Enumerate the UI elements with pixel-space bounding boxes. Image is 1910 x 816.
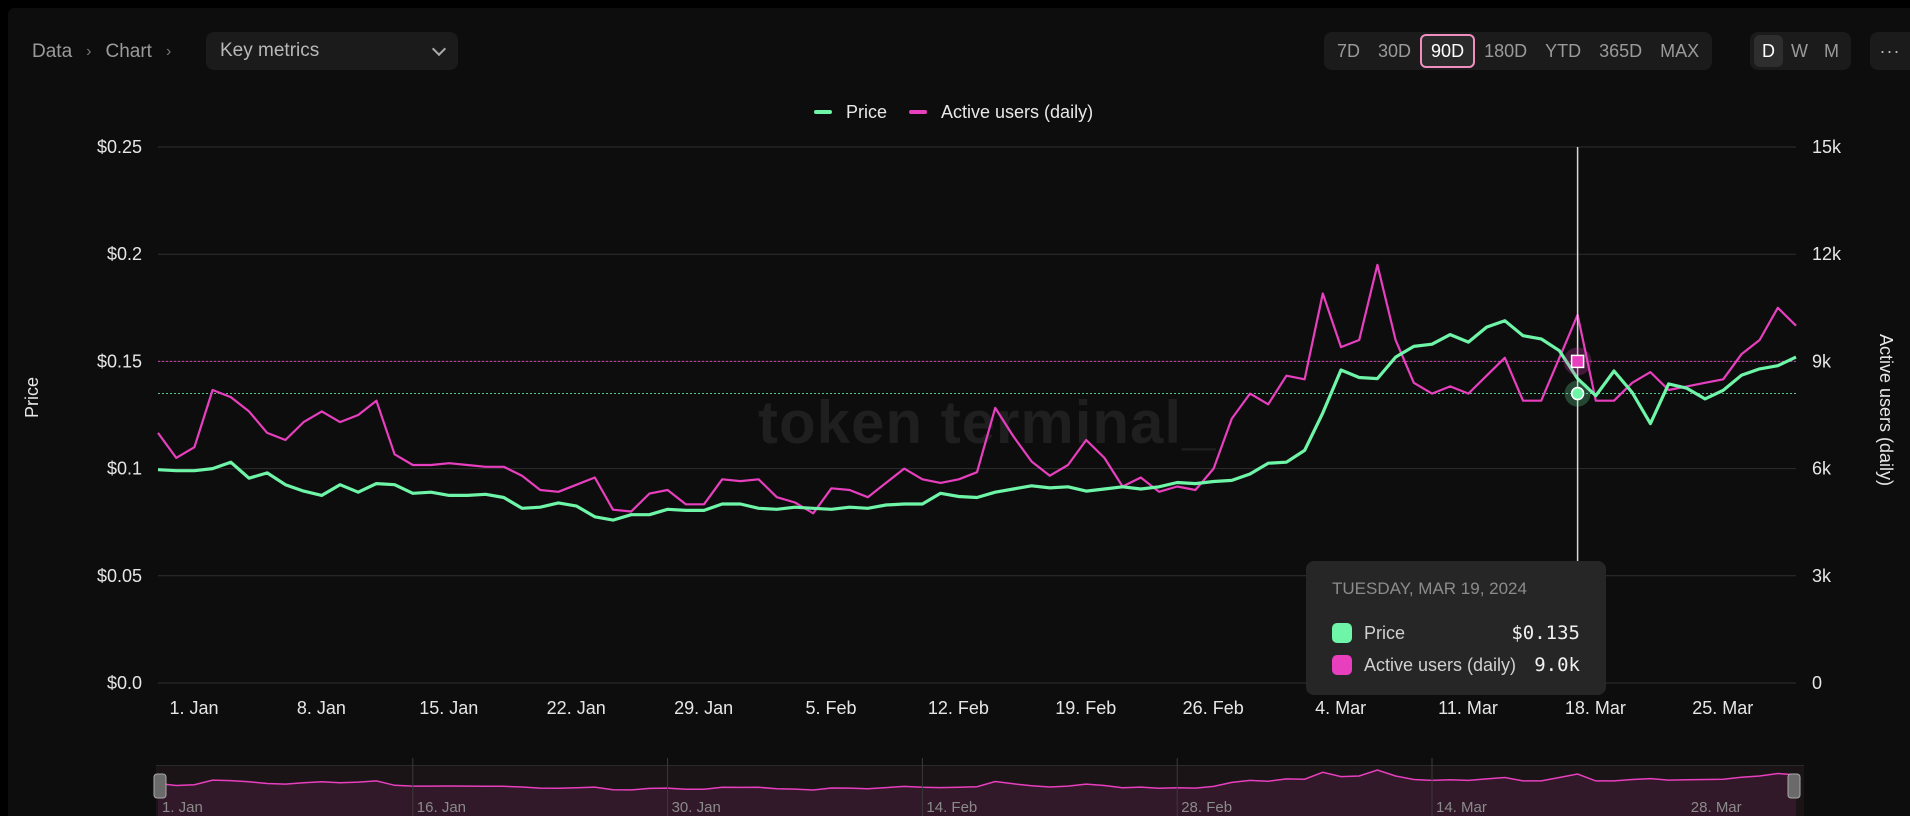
x-tick-label: 5. Feb (805, 698, 856, 718)
y-left-tick-label: $0.1 (107, 459, 142, 479)
navigator-label: 14. Mar (1436, 799, 1487, 816)
range-button-30d[interactable]: 30D (1378, 40, 1412, 61)
x-tick-label: 19. Feb (1055, 698, 1116, 718)
navigator-line (157, 769, 1797, 791)
series-line-price (157, 319, 1797, 522)
navigator-label: 30. Jan (672, 799, 721, 816)
x-tick-label: 12. Feb (928, 698, 989, 718)
navigator-handle-right[interactable] (1787, 773, 1801, 799)
legend-label-users: Active users (daily) (941, 101, 1094, 122)
tooltip-label-price: Price (1364, 622, 1406, 643)
y-right-tick-label: 15k (1812, 137, 1842, 157)
more-options-button[interactable]: ··· (1870, 32, 1910, 70)
range-button-180d[interactable]: 180D (1484, 40, 1528, 61)
x-tick-label: 29. Jan (674, 698, 733, 718)
range-button-max[interactable]: MAX (1660, 40, 1700, 61)
x-tick-label: 11. Mar (1438, 698, 1498, 718)
granularity-button-w[interactable]: W (1791, 40, 1808, 61)
x-tick-label: 4. Mar (1315, 698, 1366, 718)
tooltip-label-users: Active users (daily) (1364, 654, 1517, 675)
chevron-right-icon: › (86, 43, 92, 60)
legend-label-price: Price (846, 101, 888, 122)
legend-swatch-users (909, 110, 928, 114)
x-tick-label: 18. Mar (1565, 698, 1626, 718)
time-range-selector: 7D 30D 90D 180D YTD 365D MAX (1324, 32, 1713, 70)
legend-item-users[interactable]: Active users (daily) (909, 102, 1093, 123)
legend-item-price[interactable]: Price (814, 102, 887, 123)
price-marker (1570, 386, 1585, 401)
navigator-label: 28. Feb (1181, 799, 1232, 816)
tooltip-row-users: Active users (daily) 9.0k (1332, 649, 1580, 681)
range-navigator[interactable] (156, 765, 1804, 816)
series-line-active-users (157, 263, 1797, 515)
navigator-label: 14. Feb (926, 799, 977, 816)
chart-tooltip: TUESDAY, MAR 19, 2024 Price $0.135 Activ… (1306, 561, 1606, 695)
navigator-area (158, 770, 1796, 816)
breadcrumb: Data › Chart › (32, 34, 171, 70)
granularity-button-m[interactable]: M (1824, 40, 1839, 61)
navigator-label: 16. Jan (417, 799, 466, 816)
y-right-tick-label: 6k (1812, 459, 1832, 479)
range-button-90d[interactable]: 90D (1420, 34, 1476, 68)
x-tick-label: 25. Mar (1692, 698, 1753, 718)
granularity-button-d[interactable]: D (1754, 35, 1783, 67)
y-left-tick-label: $0.0 (107, 673, 142, 693)
range-button-ytd[interactable]: YTD (1545, 40, 1582, 61)
y-left-tick-label: $0.05 (97, 566, 142, 586)
navigator-label: 28. Mar (1691, 799, 1742, 816)
breadcrumb-chart[interactable]: Chart (105, 41, 152, 62)
y-right-tick-label: 9k (1812, 351, 1832, 371)
tooltip-date: TUESDAY, MAR 19, 2024 (1332, 579, 1527, 598)
navigator-label: 1. Jan (162, 799, 203, 816)
chart-legend: Price Active users (daily) (814, 98, 1093, 126)
tooltip-row-price: Price $0.135 (1332, 617, 1580, 649)
y-right-tick-label: 3k (1812, 566, 1832, 586)
breadcrumb-data[interactable]: Data (32, 41, 73, 62)
range-button-365d[interactable]: 365D (1599, 40, 1643, 61)
metric-select-value: Key metrics (220, 40, 320, 61)
chevron-right-icon: › (165, 43, 172, 60)
y-left-tick-label: $0.2 (107, 244, 142, 264)
y-right-tick-label: 12k (1812, 244, 1842, 264)
users-marker (1570, 354, 1585, 369)
metric-select[interactable]: Key metrics (206, 32, 458, 70)
x-tick-label: 8. Jan (297, 698, 346, 718)
y-right-tick-label: 0 (1812, 673, 1822, 693)
y-left-tick-label: $0.15 (97, 351, 142, 371)
y-left-tick-label: $0.25 (97, 137, 142, 157)
tooltip-swatch-price (1332, 623, 1352, 643)
navigator-handle-left[interactable] (153, 773, 167, 799)
x-tick-label: 1. Jan (169, 698, 218, 718)
tooltip-value-price: $0.135 (1511, 622, 1580, 644)
x-tick-label: 22. Jan (547, 698, 606, 718)
legend-swatch-price (814, 110, 832, 114)
x-tick-label: 15. Jan (419, 698, 478, 718)
tooltip-value-users: 9.0k (1534, 654, 1580, 676)
range-button-7d[interactable]: 7D (1337, 40, 1361, 61)
x-tick-label: 26. Feb (1183, 698, 1244, 718)
tooltip-swatch-users (1332, 655, 1352, 675)
